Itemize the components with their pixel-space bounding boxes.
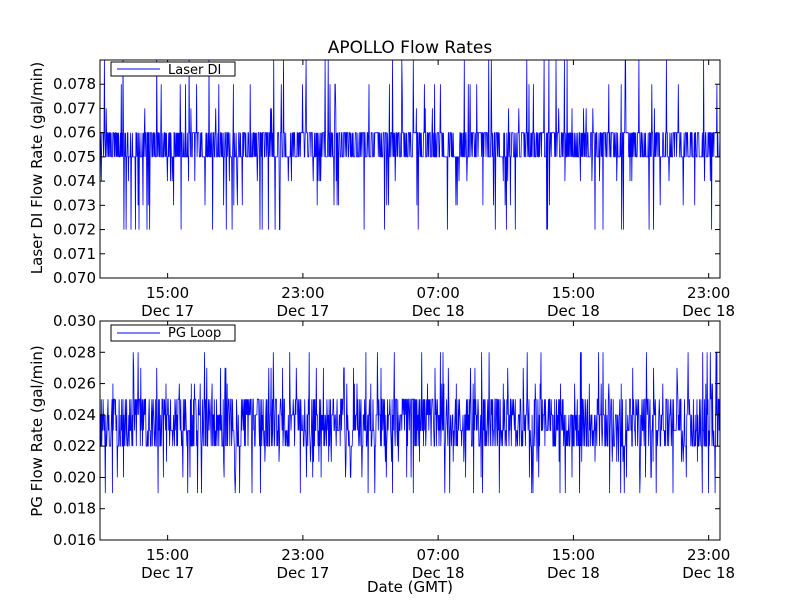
x-tick-time-label: 23:00 xyxy=(281,284,324,302)
x-tick-date-label: Dec 17 xyxy=(141,302,194,320)
legend-laser-di: Laser DI xyxy=(110,61,236,78)
legend-box xyxy=(110,61,236,77)
y-axis-label-pg-loop: PG Flow Rate (gal/min) xyxy=(28,345,46,517)
x-tick-time-label: 23:00 xyxy=(687,546,730,564)
y-tick-label: 0.071 xyxy=(53,245,96,263)
series-pg-loop xyxy=(100,352,720,494)
y-tick-label: 0.074 xyxy=(53,172,96,190)
y-axis-label-laser-di: Laser DI Flow Rate (gal/min) xyxy=(28,62,46,274)
series-laser-di xyxy=(100,60,720,230)
legend-label: PG Loop xyxy=(168,326,221,341)
y-tick-label: 0.020 xyxy=(53,468,96,486)
y-tick-label: 0.022 xyxy=(53,437,96,455)
x-axis-label: Date (GMT) xyxy=(367,578,453,596)
y-tick-label: 0.076 xyxy=(53,124,96,142)
y-tick-label: 0.016 xyxy=(53,531,96,549)
y-tick-label: 0.073 xyxy=(53,196,96,214)
legend-box xyxy=(110,324,236,342)
x-tick-time-label: 23:00 xyxy=(281,546,324,564)
x-tick-time-label: 07:00 xyxy=(417,546,460,564)
chart-title: APOLLO Flow Rates xyxy=(328,38,493,58)
x-tick-time-label: 07:00 xyxy=(417,284,460,302)
x-tick-time-label: 15:00 xyxy=(146,284,189,302)
panel-laser-di: Laser DI Flow Rate (gal/min) 0.0700.0710… xyxy=(28,59,735,320)
y-ticks-laser-di: 0.070 0.071 0.072 0.073 0.074 0.075 0.076 0.077… xyxy=(53,75,720,287)
plot-frame-pg-loop xyxy=(99,320,721,541)
x-tick-date-label: Dec 18 xyxy=(682,564,735,582)
y-tick-label: 0.030 xyxy=(53,312,96,330)
x-tick-date-label: Dec 18 xyxy=(547,564,600,582)
y-tick-label: 0.026 xyxy=(53,375,96,393)
y-tick-label: 0.075 xyxy=(53,148,96,166)
y-tick-label: 0.078 xyxy=(53,75,96,93)
y-ticks-pg-loop: 0.016 0.018 0.020 0.022 0.024 0.026 0.028 0.030 xyxy=(53,312,720,549)
x-tick-date-label: Dec 17 xyxy=(276,564,329,582)
x-tick-date-label: Dec 18 xyxy=(547,302,600,320)
x-tick-date-label: Dec 17 xyxy=(276,302,329,320)
y-tick-label: 0.028 xyxy=(53,343,96,361)
legend-label: Laser DI xyxy=(168,63,221,78)
y-tick-label: 0.018 xyxy=(53,500,96,518)
plot-frame-laser-di xyxy=(99,59,721,279)
y-tick-label: 0.072 xyxy=(53,221,96,239)
x-tick-date-label: Dec 18 xyxy=(412,302,465,320)
y-tick-label: 0.070 xyxy=(53,269,96,287)
x-tick-date-label: Dec 17 xyxy=(141,564,194,582)
x-tick-time-label: 15:00 xyxy=(552,546,595,564)
x-tick-time-label: 15:00 xyxy=(146,546,189,564)
x-tick-date-label: Dec 18 xyxy=(412,564,465,582)
y-tick-label: 0.077 xyxy=(53,99,96,117)
series-line xyxy=(100,352,720,494)
panel-pg-loop: PG Flow Rate (gal/min) 0.0160.0180.0200.… xyxy=(28,312,735,582)
x-tick-date-label: Dec 18 xyxy=(682,302,735,320)
series-line xyxy=(100,60,720,230)
x-tick-time-label: 23:00 xyxy=(687,284,730,302)
y-tick-label: 0.024 xyxy=(53,406,96,424)
legend-pg-loop: PG Loop xyxy=(110,324,236,342)
x-tick-time-label: 15:00 xyxy=(552,284,595,302)
